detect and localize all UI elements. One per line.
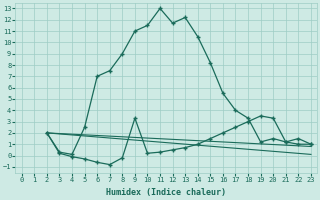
X-axis label: Humidex (Indice chaleur): Humidex (Indice chaleur) [106,188,226,197]
